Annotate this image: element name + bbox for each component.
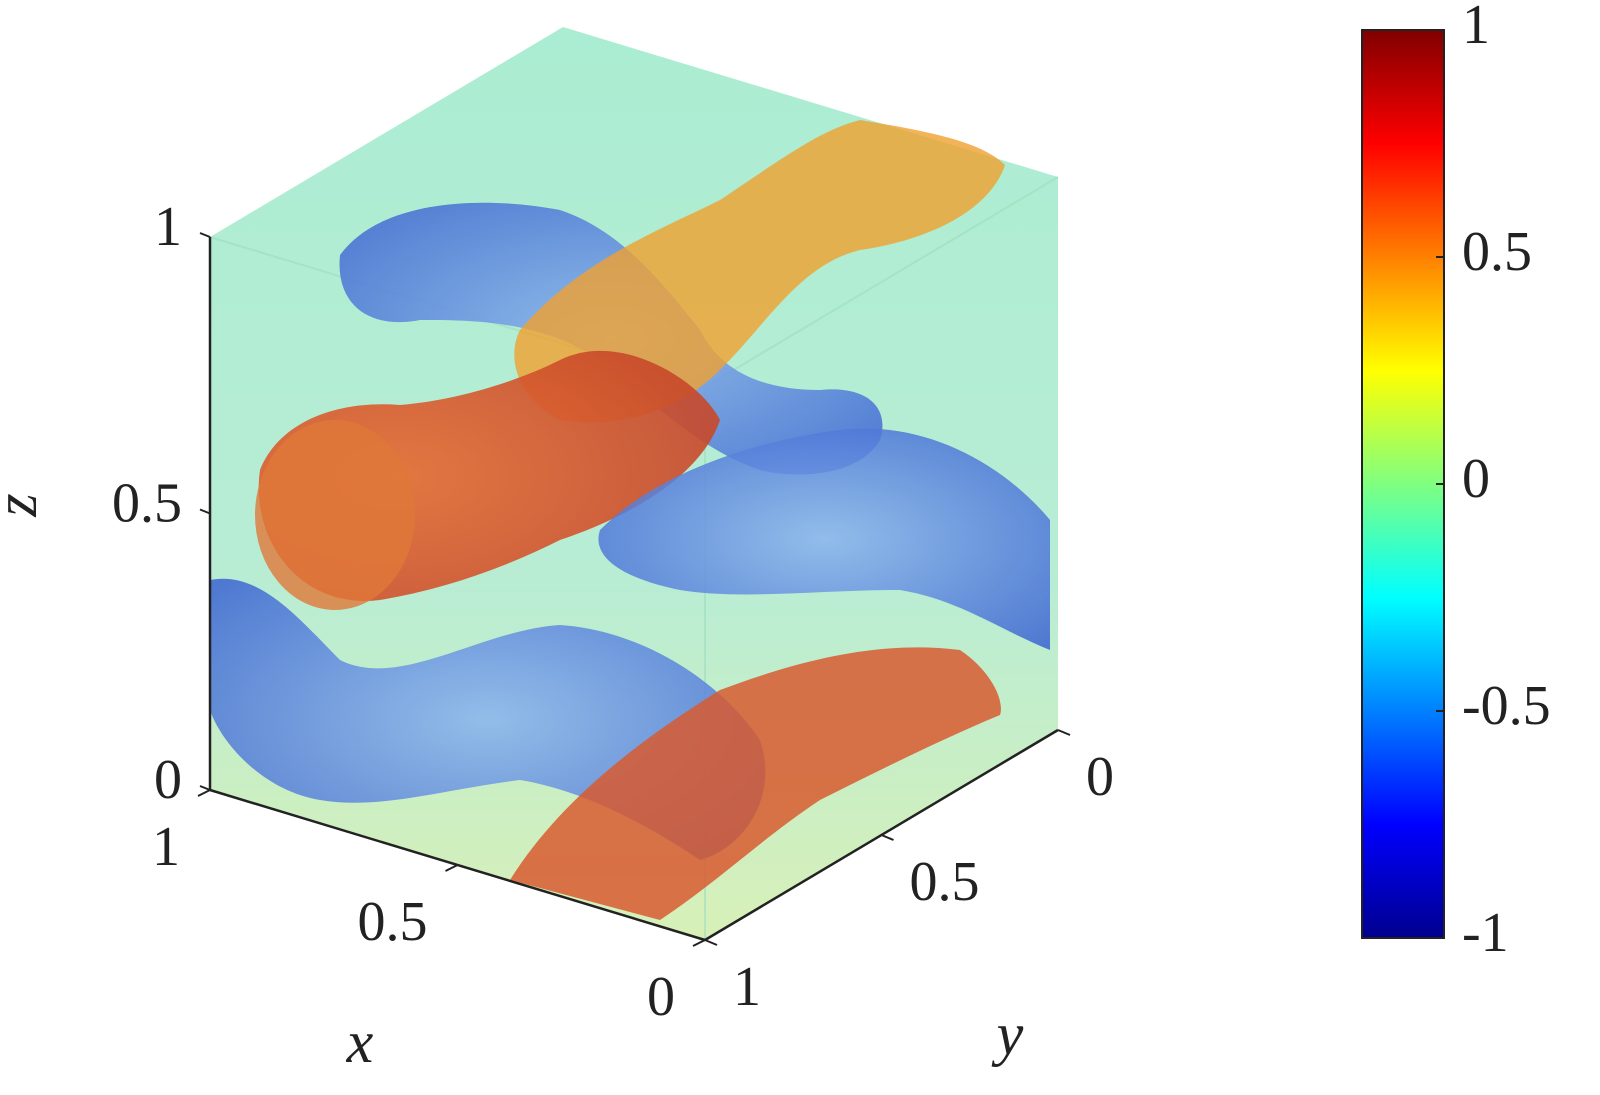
z-tick-label: 0.5 <box>112 472 182 534</box>
y-axis-label: y <box>991 1001 1024 1067</box>
z-tick <box>199 508 211 515</box>
x-tick <box>197 789 211 797</box>
y-tick <box>1057 729 1071 736</box>
x-tick-label: 0 <box>647 966 675 1028</box>
colorbar-tick-label: 0.5 <box>1462 221 1532 283</box>
x-tick <box>692 939 706 947</box>
z-axis-label: z <box>0 493 49 517</box>
colorbar-tick-label: 1 <box>1462 0 1490 56</box>
y-tick-label: 1 <box>733 956 761 1018</box>
colorbar-tick-label: 0 <box>1462 448 1490 510</box>
colorbar-tick-label: -0.5 <box>1462 675 1551 737</box>
isosurfaces <box>210 120 1050 920</box>
x-axis-label: x <box>346 1009 374 1075</box>
x-tick <box>445 864 458 872</box>
y-tick <box>704 939 718 946</box>
y-tick <box>881 834 894 841</box>
z-tick-label: 1 <box>154 196 182 258</box>
z-tick <box>199 232 211 238</box>
x-tick-label: 1 <box>152 816 180 878</box>
x-tick-label: 0.5 <box>358 891 428 953</box>
y-tick-label: 0 <box>1086 746 1114 808</box>
z-tick-label: 0 <box>154 749 182 811</box>
z-tick <box>199 785 211 791</box>
colorbar <box>1361 29 1445 939</box>
y-tick-label: 0.5 <box>910 851 980 913</box>
colorbar-tick-label: -1 <box>1462 902 1509 964</box>
